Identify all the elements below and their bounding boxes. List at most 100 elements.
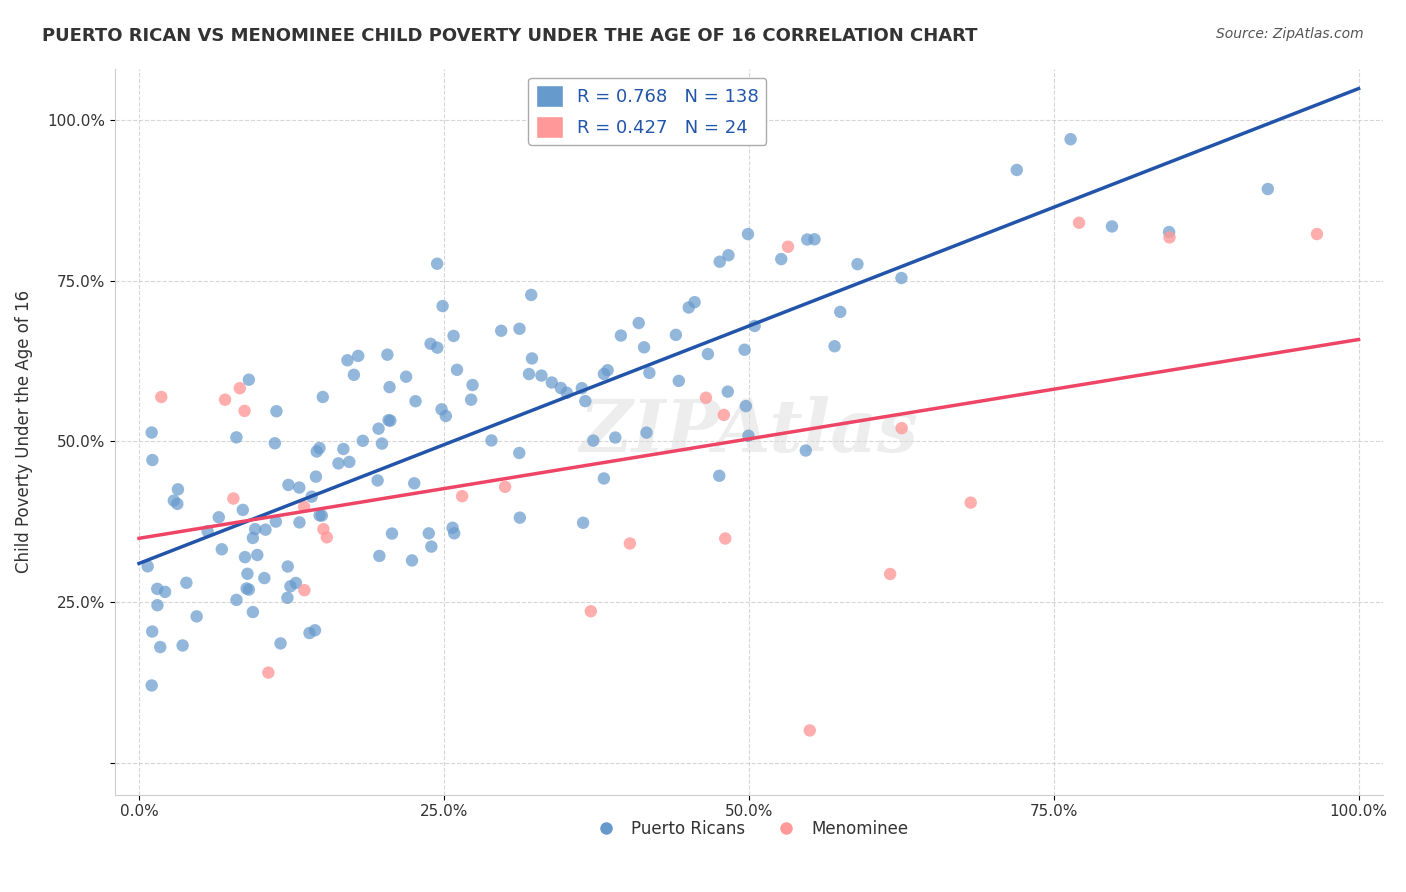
Point	[714, 532, 737, 546]
Point	[451, 489, 474, 503]
Point	[405, 394, 427, 409]
Point	[146, 598, 169, 612]
Point	[214, 392, 236, 407]
Point	[520, 351, 543, 366]
Point	[734, 399, 756, 413]
Text: ZIPAtlas: ZIPAtlas	[579, 396, 918, 467]
Point	[167, 483, 190, 497]
Point	[236, 566, 259, 581]
Point	[253, 571, 276, 585]
Point	[695, 391, 717, 405]
Point	[668, 374, 690, 388]
Point	[225, 593, 247, 607]
Point	[593, 471, 616, 485]
Point	[794, 443, 817, 458]
Point	[959, 496, 981, 510]
Point	[235, 582, 257, 596]
Point	[292, 500, 315, 514]
Point	[509, 510, 531, 524]
Point	[461, 378, 484, 392]
Point	[443, 526, 465, 541]
Point	[176, 575, 198, 590]
Point	[520, 288, 543, 302]
Point	[709, 468, 731, 483]
Point	[770, 252, 793, 266]
Point	[305, 444, 328, 458]
Point	[678, 301, 700, 315]
Point	[368, 549, 391, 563]
Point	[434, 409, 457, 423]
Point	[146, 582, 169, 596]
Point	[1005, 163, 1028, 178]
Point	[233, 550, 256, 565]
Point	[494, 480, 516, 494]
Point	[508, 322, 530, 336]
Point	[582, 434, 605, 448]
Point	[263, 436, 285, 450]
Point	[605, 431, 627, 445]
Point	[298, 626, 321, 640]
Point	[460, 392, 482, 407]
Point	[270, 636, 292, 650]
Point	[824, 339, 846, 353]
Point	[508, 446, 530, 460]
Point	[430, 402, 453, 417]
Point	[197, 524, 219, 539]
Point	[315, 530, 337, 544]
Point	[574, 394, 596, 409]
Point	[830, 305, 852, 319]
Point	[1101, 219, 1123, 234]
Point	[683, 295, 706, 310]
Point	[596, 363, 619, 377]
Point	[401, 553, 423, 567]
Point	[238, 373, 260, 387]
Point	[141, 425, 163, 440]
Point	[665, 327, 688, 342]
Point	[308, 508, 330, 523]
Point	[572, 516, 595, 530]
Point	[301, 490, 323, 504]
Point	[242, 531, 264, 545]
Point	[378, 380, 401, 394]
Point	[426, 341, 449, 355]
Point	[404, 476, 426, 491]
Point	[229, 381, 252, 395]
Point	[336, 353, 359, 368]
Point	[713, 408, 735, 422]
Point	[395, 369, 418, 384]
Point	[717, 384, 740, 399]
Point	[242, 605, 264, 619]
Point	[149, 640, 172, 654]
Point	[380, 414, 402, 428]
Point	[222, 491, 245, 506]
Point	[619, 536, 641, 550]
Point	[377, 348, 399, 362]
Point	[211, 542, 233, 557]
Point	[243, 522, 266, 536]
Point	[776, 240, 799, 254]
Point	[232, 503, 254, 517]
Point	[304, 624, 326, 638]
Point	[540, 376, 562, 390]
Point	[734, 343, 756, 357]
Point	[638, 366, 661, 380]
Point	[264, 515, 287, 529]
Point	[312, 522, 335, 536]
Point	[432, 299, 454, 313]
Point	[737, 227, 759, 241]
Point	[266, 404, 288, 418]
Point	[799, 723, 821, 738]
Point	[579, 604, 602, 618]
Point	[846, 257, 869, 271]
Point	[343, 368, 366, 382]
Point	[141, 624, 163, 639]
Point	[292, 583, 315, 598]
Point	[627, 316, 650, 330]
Point	[233, 404, 256, 418]
Point	[737, 428, 759, 442]
Point	[163, 493, 186, 508]
Point	[890, 421, 912, 435]
Point	[446, 363, 468, 377]
Point	[276, 591, 298, 605]
Point	[377, 413, 399, 427]
